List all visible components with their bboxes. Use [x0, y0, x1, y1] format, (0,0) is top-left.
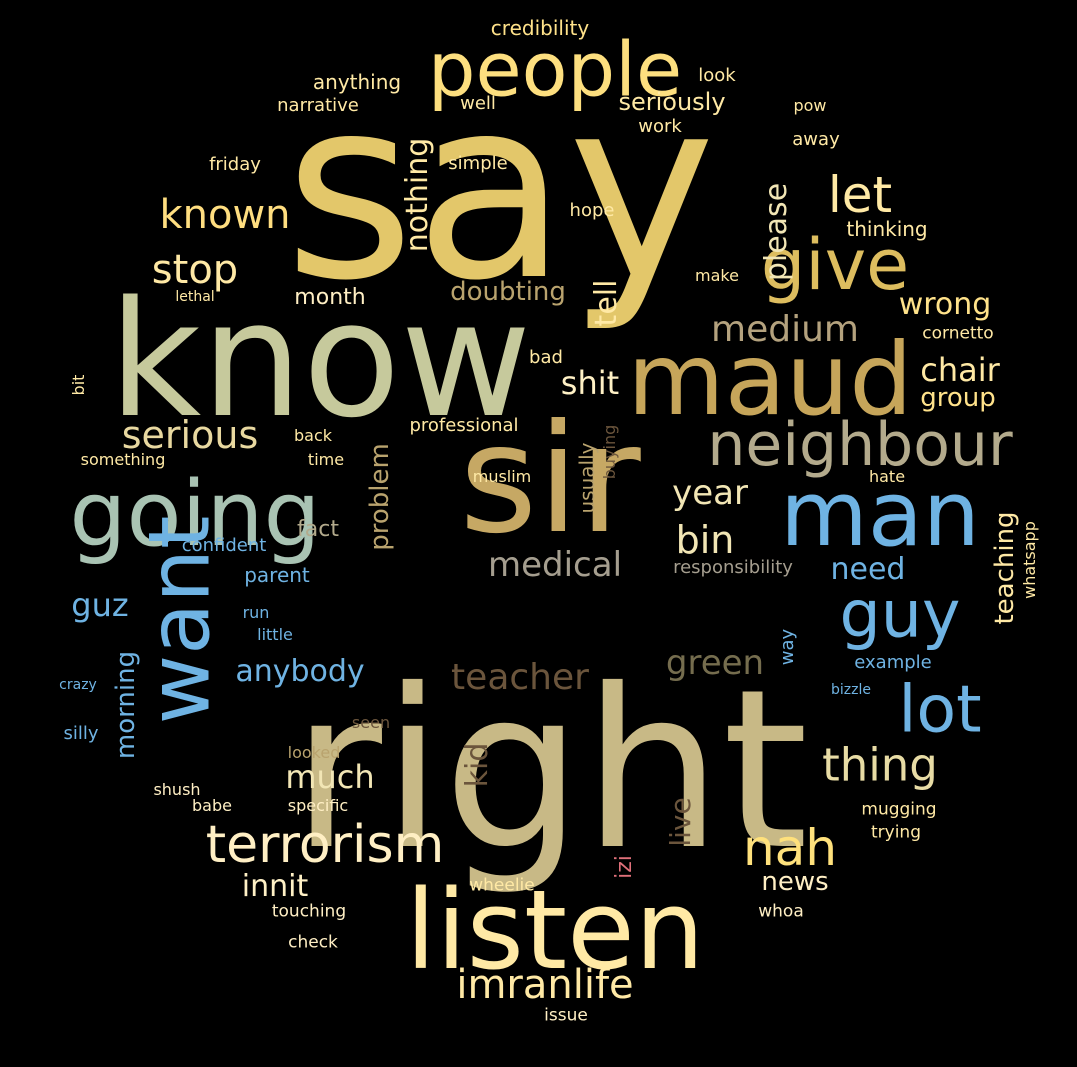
word-medical: medical — [487, 545, 623, 585]
word-responsibility: responsibility — [673, 557, 793, 578]
word-terrorism: terrorism — [205, 815, 445, 875]
word-anything: anything — [312, 70, 402, 94]
word-need: need — [830, 552, 906, 587]
word-pow: pow — [793, 96, 827, 115]
word-professional: professional — [409, 415, 519, 436]
word-usually: usually — [575, 442, 599, 514]
word-bizzle: bizzle — [831, 682, 871, 698]
word-news: news — [761, 867, 829, 897]
word-stop: stop — [151, 247, 239, 293]
word-simple: simple — [448, 153, 508, 174]
word-cornetto: cornetto — [922, 323, 994, 344]
word-bad: bad — [529, 347, 563, 368]
word-wheelie: wheelie — [469, 875, 535, 896]
word-confident: confident — [181, 535, 267, 556]
word-lethal: lethal — [175, 289, 215, 305]
word-example: example — [854, 652, 932, 673]
word-nah: nah — [742, 819, 838, 877]
word-listen: listen — [405, 866, 705, 994]
word-seriously: seriously — [618, 88, 726, 116]
word-medium: medium — [711, 309, 859, 350]
word-guy: guy — [839, 577, 961, 653]
word-seen: seen — [351, 713, 391, 732]
word-know: know — [108, 266, 532, 453]
word-imranlife: imranlife — [456, 962, 634, 1008]
word-mugging: mugging — [861, 799, 937, 820]
word-say: say — [284, 44, 716, 335]
word-guz: guz — [71, 586, 129, 624]
word-please: please — [759, 182, 794, 282]
word-innit: innit — [241, 869, 309, 904]
word-give: give — [760, 224, 910, 306]
word-thinking: thinking — [846, 217, 928, 241]
word-bin: bin — [675, 518, 735, 562]
word-nothing: nothing — [400, 137, 435, 253]
word-narrative: narrative — [277, 95, 359, 116]
word-touching: touching — [271, 901, 347, 922]
word-issue: issue — [544, 1005, 588, 1026]
word-serious: serious — [121, 413, 259, 457]
word-anybody: anybody — [235, 654, 365, 689]
word-going: going — [69, 462, 321, 567]
word-silly: silly — [63, 723, 99, 744]
word-something: something — [80, 450, 166, 469]
word-fact: fact — [297, 517, 339, 542]
word-let: let — [827, 166, 893, 224]
word-back: back — [293, 426, 333, 445]
word-whoa: whoa — [758, 901, 804, 922]
word-neighbour: neighbour — [707, 410, 1013, 480]
word-man: man — [780, 462, 980, 567]
word-year: year — [672, 473, 748, 513]
word-run: run — [242, 603, 270, 622]
word-tell: tell — [589, 279, 624, 327]
word-month: month — [294, 285, 366, 310]
word-live: live — [664, 797, 697, 847]
word-looked: looked — [287, 743, 341, 762]
word-teaching: teaching — [990, 511, 1020, 625]
word-whatsapp: whatsapp — [1020, 521, 1039, 599]
word-shit: shit — [560, 364, 620, 402]
word-check: check — [288, 932, 338, 953]
word-kid: kid — [460, 742, 495, 788]
word-lot: lot — [898, 672, 982, 748]
word-maud: maud — [627, 321, 913, 438]
word-teacher: teacher — [451, 657, 589, 698]
word-sir: sir — [459, 393, 641, 567]
word-little: little — [257, 625, 293, 644]
word-buying: buying — [600, 424, 619, 480]
word-problem: problem — [365, 443, 395, 551]
word-credibility: credibility — [490, 16, 590, 40]
word-thing: thing — [822, 738, 938, 792]
word-work: work — [638, 116, 682, 137]
word-way: way — [777, 628, 798, 666]
word-green: green — [665, 643, 765, 683]
word-trying: trying — [870, 822, 922, 843]
word-people: people — [427, 25, 683, 114]
word-away: away — [792, 129, 840, 150]
word-shush: shush — [153, 780, 201, 799]
word-parent: parent — [244, 563, 310, 587]
word-babe: babe — [192, 796, 232, 815]
word-doubting: doubting — [450, 277, 566, 307]
word-muslim: muslim — [472, 467, 532, 486]
word-hope: hope — [569, 200, 615, 221]
word-known: known — [159, 192, 291, 238]
word-much: much — [285, 758, 375, 796]
word-specific: specific — [287, 796, 349, 815]
word-time: time — [307, 450, 345, 469]
word-well: well — [460, 93, 496, 114]
word-right: right — [291, 642, 809, 898]
word-bit: bit — [69, 374, 88, 396]
word-group: group — [920, 383, 996, 413]
word-wrong: wrong — [898, 287, 992, 322]
word-chair: chair — [920, 351, 1000, 389]
word-friday: friday — [209, 154, 261, 175]
word-crazy: crazy — [59, 677, 97, 693]
word-morning: morning — [111, 650, 141, 760]
word-look: look — [698, 65, 736, 86]
word-hate: hate — [868, 467, 906, 486]
word-izi: izi — [612, 855, 637, 879]
word-make: make — [695, 266, 739, 285]
